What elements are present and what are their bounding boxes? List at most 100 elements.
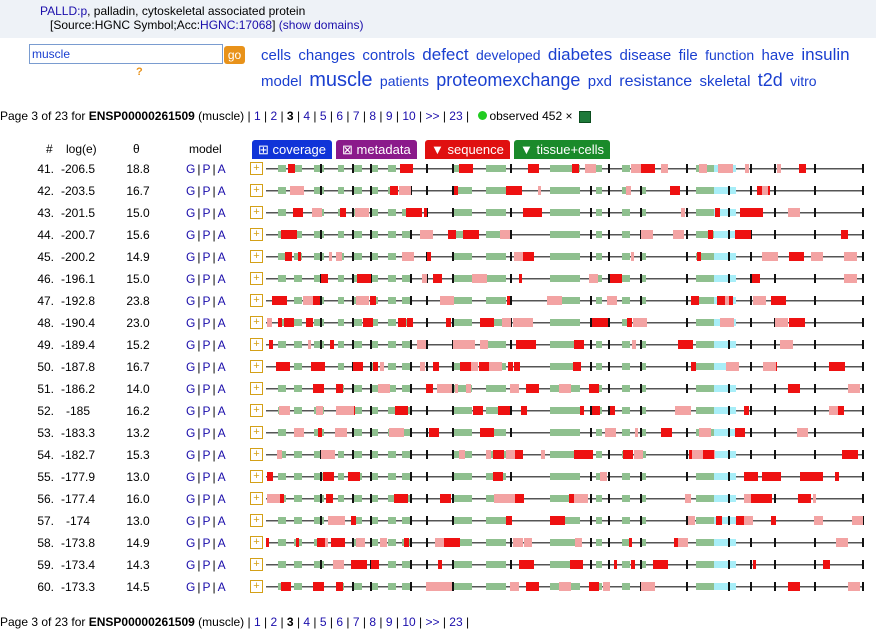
pager-page-link[interactable]: 2 [270,615,278,629]
coverage-track[interactable] [266,180,866,202]
coverage-track[interactable] [266,268,866,290]
expand-plus-icon[interactable]: + [250,316,263,329]
model-g-link[interactable]: G [186,470,196,484]
cloud-word[interactable]: defect [422,45,469,64]
pager-page-link[interactable]: 8 [369,615,377,629]
model-a-link[interactable]: A [217,250,226,264]
model-g-link[interactable]: G [186,426,196,440]
pager-page-link[interactable]: 7 [352,615,360,629]
help-icon[interactable]: ? [136,66,143,78]
model-a-link[interactable]: A [217,580,226,594]
model-g-link[interactable]: G [186,448,196,462]
model-a-link[interactable]: A [217,206,226,220]
model-g-link[interactable]: G [186,492,196,506]
pager-page-link[interactable]: 6 [336,109,344,123]
model-g-link[interactable]: G [186,360,196,374]
excel-export-icon[interactable] [578,110,591,123]
model-p-link[interactable]: P [202,162,211,176]
cloud-word[interactable]: function [705,47,755,63]
coverage-track[interactable] [266,202,866,224]
model-a-link[interactable]: A [217,558,226,572]
model-p-link[interactable]: P [202,382,211,396]
coverage-track[interactable] [266,488,866,510]
expand-plus-icon[interactable]: + [250,492,263,505]
show-domains-link[interactable]: (show domains) [278,18,364,32]
expand-plus-icon[interactable]: + [250,272,263,285]
expand-plus-icon[interactable]: + [250,228,263,241]
model-a-link[interactable]: A [217,338,226,352]
model-a-link[interactable]: A [217,536,226,550]
coverage-track[interactable] [266,466,866,488]
cloud-word[interactable]: changes [298,47,356,64]
expand-plus-icon[interactable]: + [250,536,263,549]
expand-plus-icon[interactable]: + [250,162,263,175]
coverage-track[interactable] [266,532,866,554]
pager-page-link[interactable]: 5 [319,109,327,123]
model-p-link[interactable]: P [202,536,211,550]
model-g-link[interactable]: G [186,250,196,264]
cloud-word[interactable]: proteomexchange [436,70,581,90]
pager-page-link[interactable]: 1 [253,109,261,123]
tab-coverage[interactable]: ⊞ coverage [252,140,332,159]
coverage-track[interactable] [266,400,866,422]
coverage-track[interactable] [266,334,866,356]
model-g-link[interactable]: G [186,272,196,286]
model-g-link[interactable]: G [186,558,196,572]
model-p-link[interactable]: P [202,558,211,572]
pager-page-link[interactable]: >> [425,109,440,123]
model-a-link[interactable]: A [217,272,226,286]
model-g-link[interactable]: G [186,206,196,220]
model-p-link[interactable]: P [202,404,211,418]
model-a-link[interactable]: A [217,294,226,308]
pager-page-link[interactable]: 2 [270,109,278,123]
model-p-link[interactable]: P [202,360,211,374]
cloud-word[interactable]: vitro [790,73,817,89]
model-g-link[interactable]: G [186,404,196,418]
cloud-word[interactable]: patients [379,73,429,89]
model-p-link[interactable]: P [202,426,211,440]
pager-page-link[interactable]: 4 [303,615,311,629]
gene-link[interactable]: PALLD:p [40,4,88,18]
cloud-word[interactable]: muscle [309,69,373,91]
coverage-track[interactable] [266,444,866,466]
expand-plus-icon[interactable]: + [250,360,263,373]
expand-plus-icon[interactable]: + [250,250,263,263]
model-p-link[interactable]: P [202,338,211,352]
pager-page-link[interactable]: 7 [352,109,360,123]
model-a-link[interactable]: A [217,514,226,528]
model-p-link[interactable]: P [202,470,211,484]
tab-metadata[interactable]: ⊠ metadata [336,140,417,159]
model-p-link[interactable]: P [202,492,211,506]
expand-plus-icon[interactable]: + [250,338,263,351]
coverage-track[interactable] [266,554,866,576]
model-a-link[interactable]: A [217,492,226,506]
pager-page-link[interactable]: 9 [385,615,393,629]
model-p-link[interactable]: P [202,206,211,220]
cloud-word[interactable]: controls [362,47,415,64]
model-g-link[interactable]: G [186,382,196,396]
expand-plus-icon[interactable]: + [250,206,263,219]
model-a-link[interactable]: A [217,382,226,396]
cloud-word[interactable]: pxd [587,73,612,90]
coverage-track[interactable] [266,576,866,598]
coverage-track[interactable] [266,246,866,268]
coverage-track[interactable] [266,378,866,400]
expand-plus-icon[interactable]: + [250,514,263,527]
go-button[interactable]: go [224,46,245,64]
expand-plus-icon[interactable]: + [250,294,263,307]
pager-page-link[interactable]: 5 [319,615,327,629]
model-p-link[interactable]: P [202,250,211,264]
coverage-track[interactable] [266,422,866,444]
model-g-link[interactable]: G [186,184,196,198]
cloud-word[interactable]: skeletal [699,73,751,90]
model-p-link[interactable]: P [202,228,211,242]
model-p-link[interactable]: P [202,184,211,198]
expand-plus-icon[interactable]: + [250,448,263,461]
expand-plus-icon[interactable]: + [250,580,263,593]
cloud-word[interactable]: diabetes [547,45,613,64]
pager-page-link[interactable]: 4 [303,109,311,123]
cloud-word[interactable]: have [761,47,795,64]
model-a-link[interactable]: A [217,448,226,462]
cloud-word[interactable]: disease [619,47,672,64]
pager-page-link[interactable]: 9 [385,109,393,123]
